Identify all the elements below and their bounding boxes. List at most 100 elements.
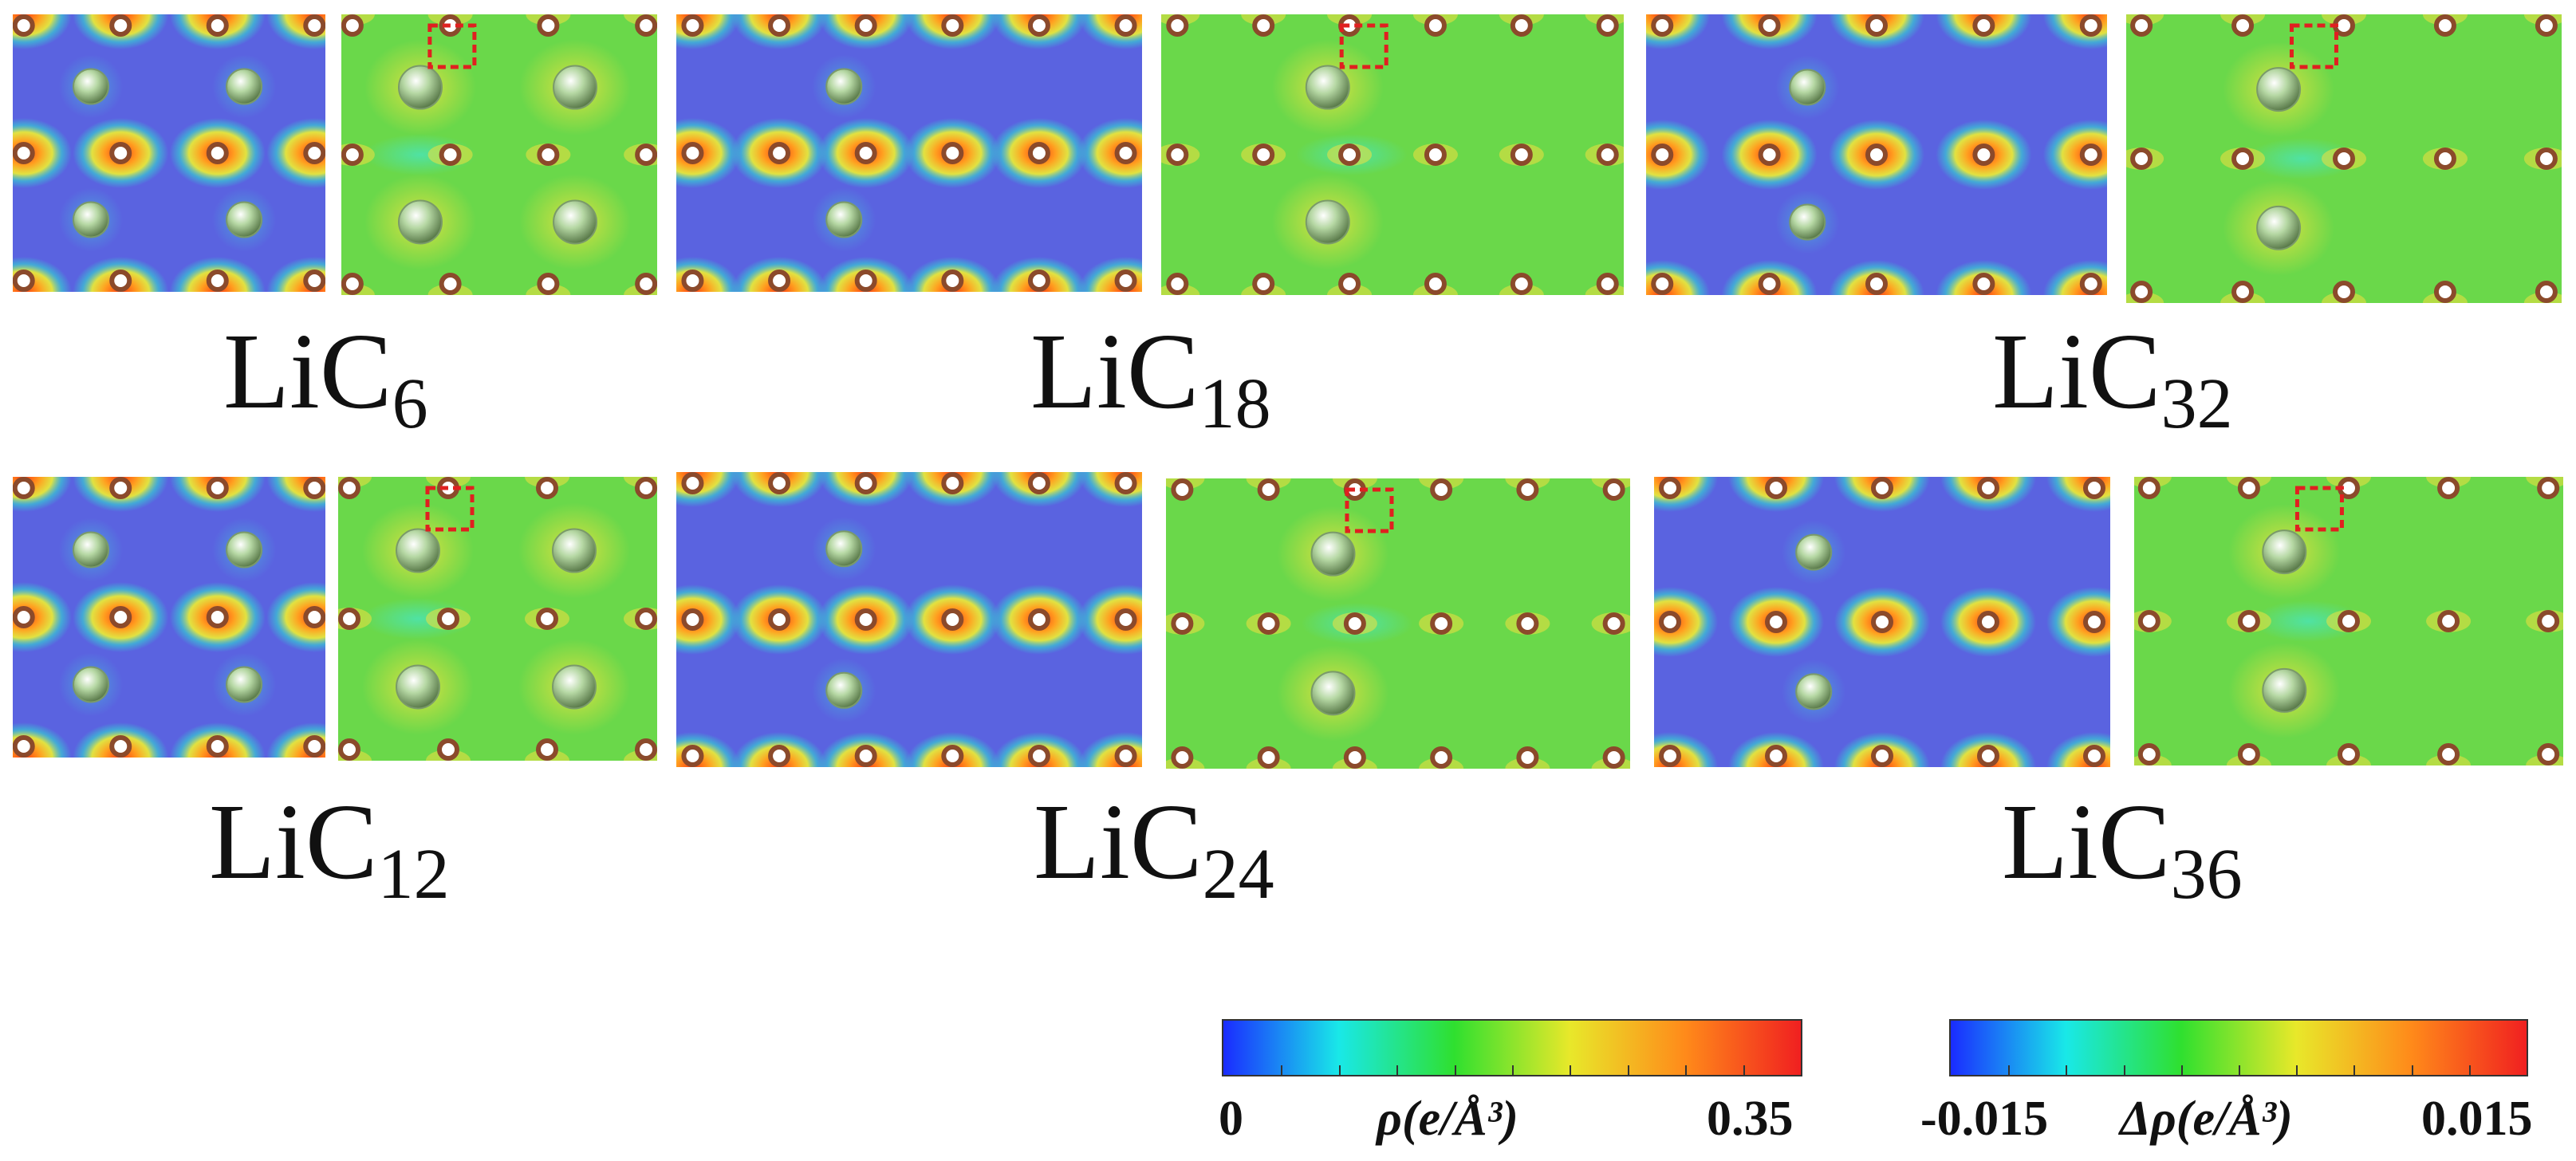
carbon-atom [1976, 477, 1999, 499]
colorbar-tick [1685, 1065, 1688, 1075]
carbon-atom [338, 608, 360, 630]
carbon-atom [1166, 273, 1189, 295]
highlight-box [427, 23, 477, 69]
colorbar-difference-title: Δρ(e/Å³) [2120, 1092, 2293, 1146]
carbon-atom [2537, 477, 2560, 499]
carbon-atom [1027, 472, 1050, 494]
density-map-lic32 [1646, 14, 2107, 295]
colorbar-tick [2353, 1065, 2356, 1075]
carbon-atom [1765, 611, 1788, 633]
carbon-atom [2437, 477, 2460, 499]
carbon-atom [1430, 612, 1453, 635]
carbon-atom [537, 273, 560, 295]
carbon-atom [635, 14, 657, 37]
carbon-atom [303, 735, 325, 758]
carbon-atom [2231, 281, 2255, 303]
carbon-atom [1659, 745, 1682, 767]
label-lic36: LiC36 [2002, 782, 2243, 915]
carbon-atom [1027, 14, 1050, 37]
carbon-atom [13, 14, 35, 37]
colorbar-tick [2180, 1065, 2183, 1075]
carbon-atom [109, 477, 132, 499]
carbon-atom [768, 142, 791, 164]
carbon-atom [635, 738, 657, 761]
label-lic24: LiC24 [1034, 782, 1274, 915]
carbon-atom [109, 142, 132, 164]
carbon-atom [1976, 745, 1999, 767]
carbon-atom [854, 608, 877, 631]
lithium-atom [1789, 203, 1826, 241]
carbon-atom [536, 477, 558, 499]
carbon-atom [1257, 746, 1280, 769]
carbon-atom [109, 270, 132, 292]
carbon-atom [1871, 611, 1893, 633]
carbon-atom [439, 273, 462, 295]
lithium-atom [825, 201, 863, 238]
carbon-atom [303, 14, 325, 37]
lithium-atom [226, 68, 263, 105]
carbon-atom [206, 142, 229, 164]
carbon-atom [1596, 144, 1619, 166]
lithium-atom [1795, 673, 1833, 710]
colorbar-tick [2468, 1065, 2471, 1075]
carbon-atom [1424, 273, 1447, 295]
carbon-atom [1651, 144, 1674, 166]
lithium-atom [396, 528, 440, 573]
carbon-atom [341, 273, 364, 295]
colorbar-density-min: 0 [1219, 1092, 1243, 1146]
carbon-atom [1765, 477, 1788, 499]
carbon-atom [2237, 610, 2260, 632]
carbon-atom [1516, 478, 1539, 501]
carbon-atom [941, 142, 964, 164]
carbon-atom [1252, 144, 1275, 166]
carbon-atom [341, 144, 364, 166]
lithium-atom [553, 199, 598, 245]
colorbar-density-max: 0.35 [1707, 1092, 1794, 1146]
lithium-atom [2262, 667, 2307, 713]
carbon-atom [341, 14, 364, 37]
colorbar-tick [2008, 1065, 2011, 1075]
carbon-atom [635, 608, 657, 630]
carbon-atom [635, 477, 657, 499]
carbon-atom [1114, 14, 1137, 37]
carbon-atom [1651, 273, 1674, 295]
carbon-atom [1027, 745, 1050, 767]
carbon-atom [2237, 743, 2260, 765]
carbon-atom [303, 142, 325, 164]
carbon-atom [1424, 14, 1447, 37]
difference-map-lic36 [2134, 477, 2563, 765]
carbon-atom [13, 735, 35, 758]
carbon-atom [2079, 14, 2102, 37]
carbon-atom [1596, 273, 1619, 295]
carbon-atom [854, 472, 877, 494]
carbon-atom [768, 472, 791, 494]
colorbar-tick [1281, 1065, 1283, 1075]
carbon-atom [2338, 743, 2360, 765]
density-map-lic12 [13, 477, 325, 758]
carbon-atom [2082, 745, 2105, 767]
lithium-atom [2256, 67, 2302, 112]
carbon-atom [1516, 746, 1539, 769]
carbon-atom [1510, 144, 1533, 166]
lithium-atom [398, 65, 443, 110]
colorbar-tick [1512, 1065, 1514, 1075]
carbon-atom [2433, 148, 2456, 170]
carbon-atom [1602, 478, 1625, 501]
highlight-box [1339, 23, 1388, 69]
carbon-atom [2433, 281, 2456, 303]
carbon-atom [13, 270, 35, 292]
colorbar-difference-max: 0.015 [2421, 1092, 2533, 1146]
carbon-atom [1976, 611, 1999, 633]
carbon-atom [1758, 273, 1781, 295]
colorbar-tick [1338, 1065, 1341, 1075]
carbon-atom [303, 477, 325, 499]
carbon-atom [2333, 281, 2355, 303]
carbon-atom [2535, 148, 2558, 170]
highlight-box [2289, 23, 2338, 69]
carbon-atom [2537, 743, 2560, 765]
carbon-atom [109, 14, 132, 37]
carbon-atom [1114, 142, 1137, 164]
carbon-atom [1338, 273, 1361, 295]
carbon-atom [1343, 746, 1366, 769]
colorbar-tick [2066, 1065, 2068, 1075]
